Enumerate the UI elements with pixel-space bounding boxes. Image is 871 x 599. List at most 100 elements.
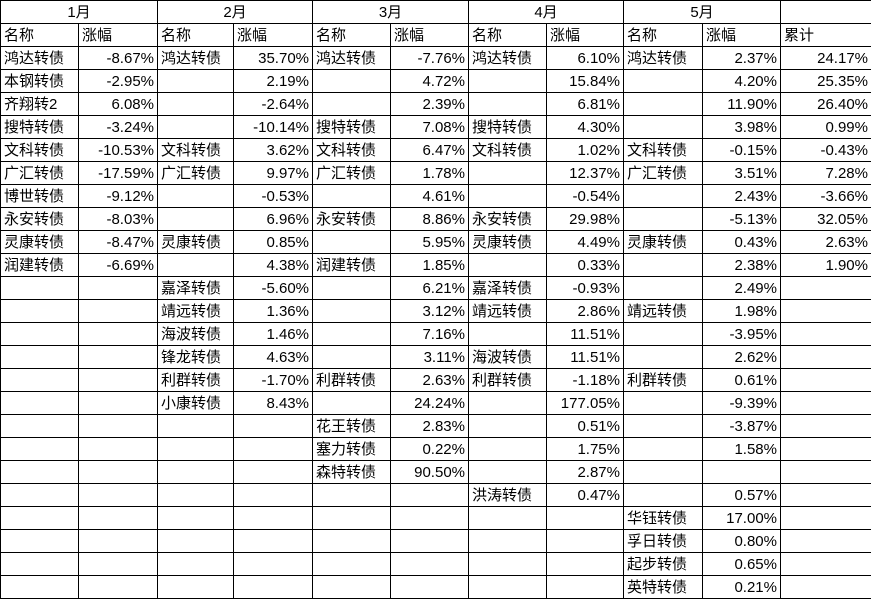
- bond-name-cell[interactable]: 花王转债: [312, 414, 391, 438]
- cumulative-cell[interactable]: 32.05%: [780, 207, 871, 231]
- pct-change-cell[interactable]: 3.12%: [390, 299, 469, 323]
- pct-change-cell[interactable]: -8.47%: [78, 230, 158, 254]
- pct-change-cell[interactable]: 4.20%: [702, 69, 781, 93]
- bond-name-cell[interactable]: [623, 92, 703, 116]
- pct-change-cell[interactable]: -5.13%: [702, 207, 781, 231]
- cumulative-cell[interactable]: [780, 483, 871, 507]
- bond-name-cell[interactable]: 广汇转债: [312, 161, 391, 185]
- pct-change-cell[interactable]: 6.08%: [78, 92, 158, 116]
- bond-name-cell[interactable]: [157, 552, 234, 576]
- pct-change-cell[interactable]: 6.81%: [546, 92, 624, 116]
- pct-change-cell[interactable]: -10.53%: [78, 138, 158, 162]
- cumulative-cell[interactable]: [780, 575, 871, 599]
- pct-change-cell[interactable]: 6.21%: [390, 276, 469, 300]
- bond-name-cell[interactable]: [623, 437, 703, 461]
- bond-name-cell[interactable]: [0, 276, 79, 300]
- bond-name-cell[interactable]: 塞力转债: [312, 437, 391, 461]
- bond-name-cell[interactable]: 文科转债: [468, 138, 547, 162]
- bond-name-cell[interactable]: 起步转债: [623, 552, 703, 576]
- bond-name-cell[interactable]: 嘉泽转债: [468, 276, 547, 300]
- bond-name-cell[interactable]: 搜特转债: [468, 115, 547, 139]
- pct-change-cell[interactable]: [78, 322, 158, 346]
- bond-name-cell[interactable]: [312, 345, 391, 369]
- bond-name-cell[interactable]: [623, 460, 703, 484]
- bond-name-cell[interactable]: [0, 552, 79, 576]
- pct-change-cell[interactable]: [546, 506, 624, 530]
- bond-name-cell[interactable]: 文科转债: [0, 138, 79, 162]
- pct-change-cell[interactable]: 1.98%: [702, 299, 781, 323]
- bond-name-cell[interactable]: 靖远转债: [623, 299, 703, 323]
- empty-header-cell[interactable]: [780, 0, 871, 24]
- bond-name-cell[interactable]: 广汇转债: [157, 161, 234, 185]
- pct-change-cell[interactable]: 0.65%: [702, 552, 781, 576]
- pct-change-cell[interactable]: [78, 345, 158, 369]
- pct-column-header-5[interactable]: 涨幅: [702, 23, 781, 47]
- bond-name-cell[interactable]: [157, 69, 234, 93]
- cumulative-cell[interactable]: -0.43%: [780, 138, 871, 162]
- pct-change-cell[interactable]: 2.86%: [546, 299, 624, 323]
- bond-name-cell[interactable]: 利群转债: [157, 368, 234, 392]
- bond-name-cell[interactable]: [0, 506, 79, 530]
- pct-change-cell[interactable]: 4.63%: [233, 345, 313, 369]
- pct-change-cell[interactable]: [390, 506, 469, 530]
- bond-name-cell[interactable]: [468, 69, 547, 93]
- cumulative-cell[interactable]: 25.35%: [780, 69, 871, 93]
- name-column-header-1[interactable]: 名称: [0, 23, 79, 47]
- cumulative-cell[interactable]: [780, 322, 871, 346]
- bond-name-cell[interactable]: 锋龙转债: [157, 345, 234, 369]
- name-column-header-2[interactable]: 名称: [157, 23, 234, 47]
- pct-column-header-4[interactable]: 涨幅: [546, 23, 624, 47]
- cumulative-cell[interactable]: 24.17%: [780, 46, 871, 70]
- pct-change-cell[interactable]: 177.05%: [546, 391, 624, 415]
- bond-name-cell[interactable]: 利群转债: [468, 368, 547, 392]
- pct-change-cell[interactable]: 2.43%: [702, 184, 781, 208]
- pct-change-cell[interactable]: 24.24%: [390, 391, 469, 415]
- pct-change-cell[interactable]: [546, 552, 624, 576]
- bond-name-cell[interactable]: [157, 207, 234, 231]
- pct-change-cell[interactable]: [233, 460, 313, 484]
- month-header-5[interactable]: 5月: [623, 0, 781, 24]
- pct-change-cell[interactable]: [78, 575, 158, 599]
- bond-name-cell[interactable]: [623, 253, 703, 277]
- pct-change-cell[interactable]: 1.46%: [233, 322, 313, 346]
- bond-name-cell[interactable]: 利群转债: [623, 368, 703, 392]
- bond-name-cell[interactable]: 永安转债: [0, 207, 79, 231]
- bond-name-cell[interactable]: [623, 184, 703, 208]
- cumulative-cell[interactable]: [780, 552, 871, 576]
- pct-change-cell[interactable]: -2.95%: [78, 69, 158, 93]
- bond-name-cell[interactable]: 齐翔转2: [0, 92, 79, 116]
- pct-change-cell[interactable]: 35.70%: [233, 46, 313, 70]
- pct-change-cell[interactable]: -3.24%: [78, 115, 158, 139]
- pct-change-cell[interactable]: [78, 414, 158, 438]
- bond-name-cell[interactable]: [312, 276, 391, 300]
- bond-name-cell[interactable]: [623, 276, 703, 300]
- pct-change-cell[interactable]: [78, 276, 158, 300]
- pct-change-cell[interactable]: -7.76%: [390, 46, 469, 70]
- bond-name-cell[interactable]: 鸿达转债: [0, 46, 79, 70]
- bond-name-cell[interactable]: [157, 483, 234, 507]
- bond-name-cell[interactable]: [623, 207, 703, 231]
- bond-name-cell[interactable]: 灵康转债: [0, 230, 79, 254]
- bond-name-cell[interactable]: 华钰转债: [623, 506, 703, 530]
- bond-name-cell[interactable]: 英特转债: [623, 575, 703, 599]
- bond-name-cell[interactable]: 永安转债: [312, 207, 391, 231]
- pct-change-cell[interactable]: 0.57%: [702, 483, 781, 507]
- pct-change-cell[interactable]: 2.83%: [390, 414, 469, 438]
- pct-change-cell[interactable]: 17.00%: [702, 506, 781, 530]
- pct-change-cell[interactable]: -3.95%: [702, 322, 781, 346]
- bond-name-cell[interactable]: [157, 115, 234, 139]
- pct-change-cell[interactable]: 2.37%: [702, 46, 781, 70]
- pct-change-cell[interactable]: 6.96%: [233, 207, 313, 231]
- cumulative-cell[interactable]: [780, 345, 871, 369]
- pct-change-cell[interactable]: 4.72%: [390, 69, 469, 93]
- pct-change-cell[interactable]: [702, 460, 781, 484]
- pct-change-cell[interactable]: 4.49%: [546, 230, 624, 254]
- pct-change-cell[interactable]: [78, 299, 158, 323]
- bond-name-cell[interactable]: [468, 161, 547, 185]
- pct-change-cell[interactable]: [390, 529, 469, 553]
- pct-change-cell[interactable]: [233, 414, 313, 438]
- bond-name-cell[interactable]: 广汇转债: [623, 161, 703, 185]
- bond-name-cell[interactable]: [468, 552, 547, 576]
- bond-name-cell[interactable]: 文科转债: [623, 138, 703, 162]
- pct-change-cell[interactable]: [78, 437, 158, 461]
